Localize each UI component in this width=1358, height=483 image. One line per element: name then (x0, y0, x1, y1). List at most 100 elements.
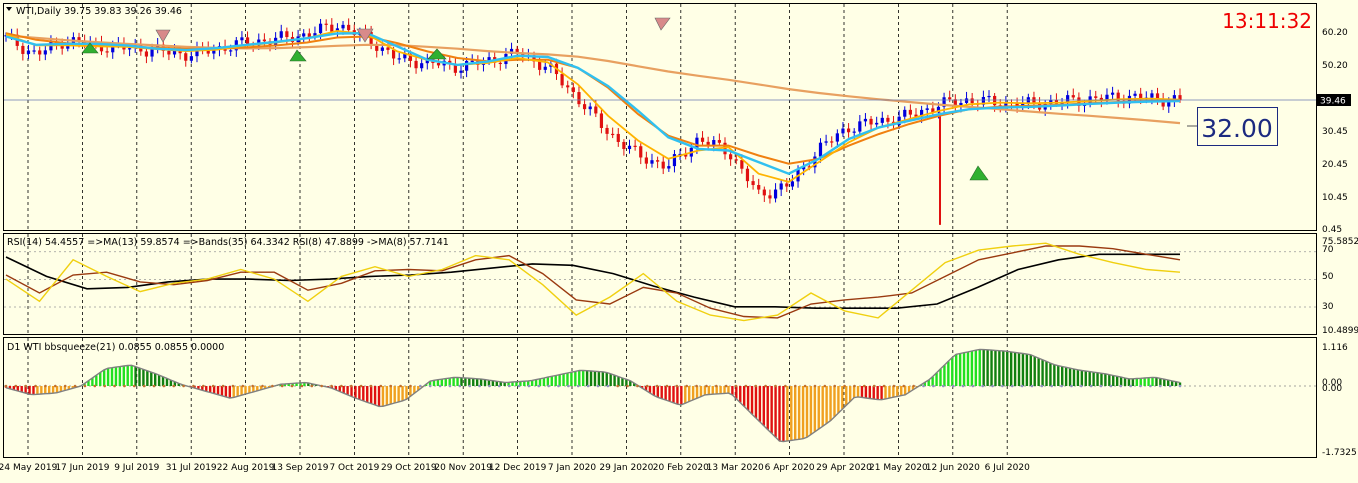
squeeze-dot (1060, 384, 1063, 388)
squeeze-dot (419, 384, 422, 388)
squeeze-dot (1158, 384, 1162, 388)
squeeze-dot (655, 384, 659, 388)
price-bar (391, 49, 396, 59)
price-bar (26, 50, 31, 54)
price-bar (987, 95, 991, 98)
price-bar (650, 160, 654, 164)
squeeze-dot (340, 384, 343, 388)
current-price-tag (1317, 94, 1351, 106)
price-bar (347, 24, 351, 31)
price-bar (459, 70, 463, 73)
price-bar (1167, 101, 1171, 107)
squeeze-dot (784, 384, 787, 388)
price-panel-frame (3, 3, 1317, 231)
price-tick-label: 30.45 (1322, 127, 1348, 137)
squeeze-dot (497, 384, 501, 388)
squeeze-dot (833, 384, 837, 388)
squeeze-dot (4, 384, 8, 388)
squeeze-dot (172, 384, 176, 388)
squeeze-dot (616, 384, 619, 388)
price-bar (470, 60, 474, 62)
squeeze-dot (202, 384, 205, 388)
squeeze-dot (300, 384, 304, 388)
squeeze-dot (793, 384, 797, 388)
price-bar (262, 39, 266, 42)
time-tick-label: 7 Oct 2019 (329, 463, 379, 473)
squeeze-dot (152, 384, 156, 388)
squeeze-dot (448, 384, 452, 388)
price-bar (863, 118, 868, 122)
squeeze-dot (1010, 384, 1014, 388)
squeeze-dot (1020, 384, 1024, 388)
price-bar (1155, 93, 1160, 100)
rsi-panel-header: RSI(14) 54.4557 =>MA(13) 59.8574 =>Bands… (7, 237, 449, 248)
price-bar (740, 160, 744, 169)
time-tick-label: 29 Oct 2019 (381, 463, 437, 473)
rsi-tick-label: 30 (1322, 302, 1334, 312)
squeeze-dot (24, 384, 28, 388)
squeeze-dot (586, 384, 590, 388)
squeeze-dot (1109, 384, 1113, 388)
price-tick-label: 10.45 (1322, 193, 1348, 203)
squeeze-dot (468, 384, 471, 388)
squeeze-dot (162, 384, 166, 388)
squeeze-dot (912, 384, 915, 388)
time-tick-label: 17 Jun 2019 (55, 463, 109, 473)
squeeze-dot (271, 384, 274, 388)
squeeze-dot (675, 384, 679, 388)
price-bar (790, 181, 795, 187)
price-bar (1032, 97, 1036, 104)
price-bar (942, 97, 946, 107)
squeeze-dot (872, 384, 876, 388)
price-bar (509, 48, 514, 54)
time-tick-label: 13 Sep 2019 (271, 463, 328, 473)
squeeze-dot (34, 384, 37, 388)
price-bar (616, 133, 620, 142)
price-bar (886, 117, 890, 122)
price-bar (21, 45, 25, 54)
price-bar (588, 106, 592, 110)
price-bar (768, 195, 772, 199)
squeeze-dot (428, 384, 432, 388)
price-bar (560, 74, 564, 86)
value-box (1197, 107, 1278, 146)
price-bar (172, 50, 177, 55)
squeeze-dot (902, 384, 906, 388)
price-bar (1066, 95, 1070, 103)
price-bar (414, 60, 418, 69)
squeeze-dot (211, 384, 215, 388)
price-bar (807, 166, 811, 168)
price-bar (335, 28, 340, 32)
price-bar (931, 108, 935, 113)
price-bar (846, 128, 851, 133)
squeeze-dot (1080, 384, 1083, 388)
squeeze-dot (14, 384, 18, 388)
price-bar (487, 57, 491, 61)
time-tick-label: 12 Jun 2020 (926, 463, 980, 473)
squeeze-dot (843, 384, 846, 388)
squeeze-dot (409, 384, 412, 388)
price-bar (448, 60, 452, 64)
time-tick-label: 22 Aug 2019 (217, 463, 275, 473)
squeeze-dot (132, 384, 136, 388)
squeeze-dot (1040, 384, 1044, 388)
squeeze-dot (123, 384, 126, 388)
triangle-down-icon[interactable] (6, 7, 12, 11)
price-bar (167, 50, 171, 55)
rsi-tick-label: 10.4899 (1322, 326, 1358, 336)
price-bar (144, 51, 149, 57)
squeeze-dot (961, 384, 965, 388)
squeeze-dot (596, 384, 600, 388)
squeeze-dot (734, 384, 738, 388)
price-bar (762, 189, 766, 196)
price-bar (959, 102, 963, 106)
squeeze-dot (892, 384, 896, 388)
squeeze-dot (882, 384, 886, 388)
squeeze-dot (557, 384, 560, 388)
squeeze-tick-label: 0.00 (1322, 384, 1342, 394)
price-bar (723, 142, 727, 155)
price-bar (1116, 92, 1120, 101)
price-bar (330, 24, 334, 32)
